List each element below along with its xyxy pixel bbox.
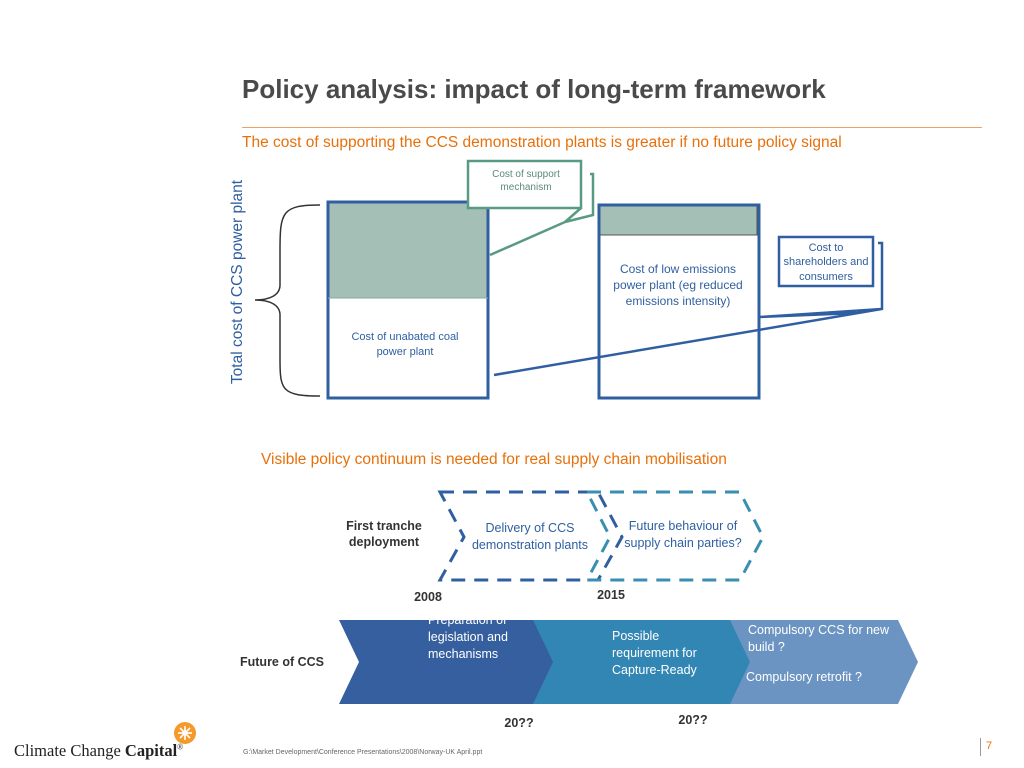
capture-ready-label: Possible requirement for Capture-Ready	[612, 629, 697, 677]
year-start-label: 2008	[414, 590, 442, 604]
preparation-label: Preparation of legislation and mechanism…	[428, 613, 508, 661]
year-future-1-label: 20??	[504, 716, 534, 730]
page-number: 7	[986, 740, 993, 752]
coal-support-fill	[328, 202, 488, 298]
low-emissions-support-fill	[598, 204, 758, 236]
slide-subtitle: The cost of supporting the CCS demonstra…	[242, 134, 842, 151]
slide-title: Policy analysis: impact of long-term fra…	[242, 74, 826, 104]
y-axis-label: Total cost of CCS power plant	[229, 179, 246, 385]
support-callout-box	[466, 159, 583, 210]
first-tranche-label: First tranche deployment	[346, 519, 422, 550]
shareholder-callout-line	[493, 241, 884, 377]
sun-icon	[174, 722, 196, 744]
continuum-heading: Visible policy continuum is needed for r…	[261, 451, 727, 468]
compulsory-new-build-label: Compulsory CCS for new build ?	[748, 623, 890, 654]
file-path: G:\Market Development\Conference Present…	[243, 749, 483, 756]
arrow-compulsory	[706, 620, 918, 704]
future-behaviour-label: Future behaviour of supply chain parties…	[624, 519, 742, 550]
title-divider	[242, 127, 982, 128]
arrow-preparation	[339, 620, 553, 704]
shareholder-cost-label: Cost to shareholders and consumers	[783, 242, 869, 283]
compulsory-retrofit-label: Compulsory retrofit ?	[746, 670, 863, 684]
low-emissions-plant-box	[597, 203, 761, 400]
logo-text-bold: Capital	[124, 741, 178, 760]
low-emissions-plant-label: Cost of low emissions power plant (eg re…	[613, 262, 743, 309]
company-logo-text: Climate Change Capital®	[14, 741, 183, 761]
coal-plant-box	[326, 200, 490, 400]
total-cost-brace	[254, 204, 321, 397]
support-callout-line	[489, 172, 595, 257]
logo-text-regular: Climate Change	[14, 741, 121, 760]
shareholder-callout-box	[777, 235, 875, 288]
support-mechanism-label: Cost of support mechanism	[492, 169, 560, 193]
delivery-label: Delivery of CCS demonstration plants	[471, 521, 589, 552]
arrow-capture-ready	[524, 620, 750, 704]
year-future-2-label: 20??	[678, 713, 708, 727]
coal-plant-label: Cost of unabated coal power plant	[351, 331, 459, 358]
registered-mark: ®	[177, 742, 184, 752]
future-ccs-label: Future of CCS	[240, 655, 325, 669]
year-mid-label: 2015	[597, 588, 625, 602]
page-number-divider	[980, 738, 981, 756]
